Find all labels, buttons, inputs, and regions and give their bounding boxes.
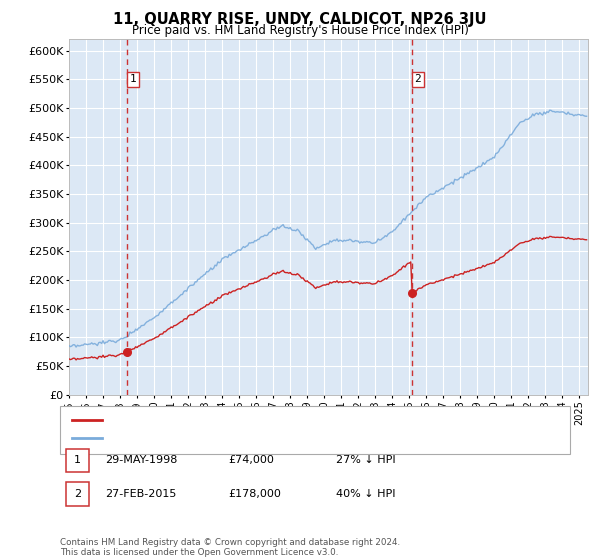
Text: £74,000: £74,000: [228, 455, 274, 465]
Text: 40% ↓ HPI: 40% ↓ HPI: [336, 489, 395, 499]
Text: HPI: Average price, detached house, Monmouthshire: HPI: Average price, detached house, Monm…: [108, 433, 382, 444]
Text: Contains HM Land Registry data © Crown copyright and database right 2024.
This d: Contains HM Land Registry data © Crown c…: [60, 538, 400, 557]
Text: £178,000: £178,000: [228, 489, 281, 499]
Text: 11, QUARRY RISE, UNDY, CALDICOT, NP26 3JU (detached house): 11, QUARRY RISE, UNDY, CALDICOT, NP26 3J…: [108, 415, 442, 425]
Text: 1: 1: [74, 455, 81, 465]
Text: 29-MAY-1998: 29-MAY-1998: [105, 455, 178, 465]
Text: 2: 2: [415, 74, 421, 85]
Text: 27-FEB-2015: 27-FEB-2015: [105, 489, 176, 499]
Text: 27% ↓ HPI: 27% ↓ HPI: [336, 455, 395, 465]
Text: 2: 2: [74, 489, 81, 499]
Text: Price paid vs. HM Land Registry's House Price Index (HPI): Price paid vs. HM Land Registry's House …: [131, 24, 469, 36]
Text: 11, QUARRY RISE, UNDY, CALDICOT, NP26 3JU: 11, QUARRY RISE, UNDY, CALDICOT, NP26 3J…: [113, 12, 487, 27]
Text: 1: 1: [130, 74, 136, 85]
